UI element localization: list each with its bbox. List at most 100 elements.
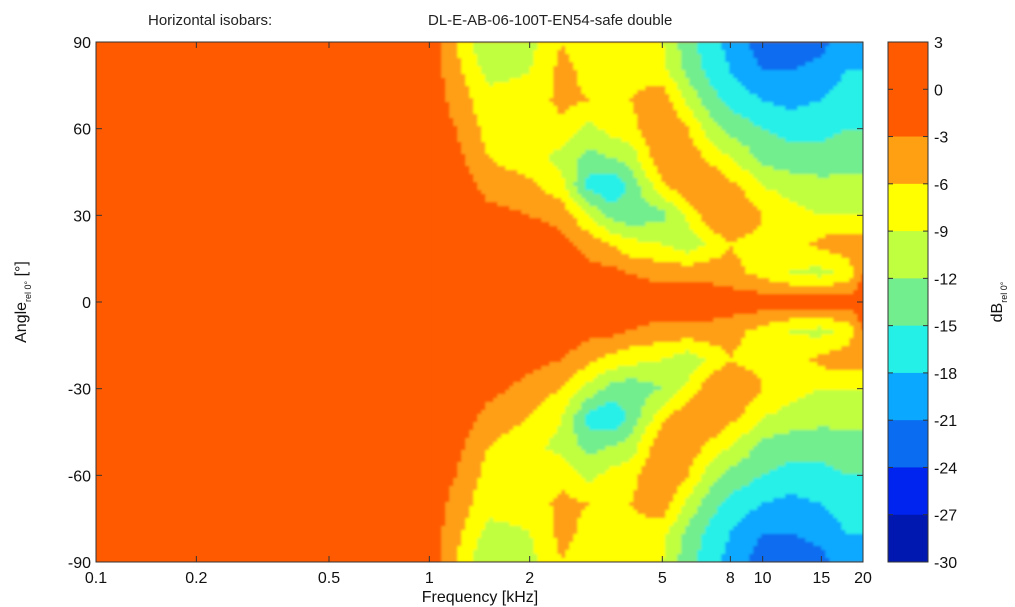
heat-cell <box>821 74 826 79</box>
heat-cell <box>509 202 514 207</box>
heat-cell <box>493 174 498 179</box>
heat-cell <box>857 194 862 199</box>
heat-cell <box>725 186 730 191</box>
heat-cell <box>701 94 706 99</box>
heat-cell <box>853 158 858 163</box>
heat-cell <box>525 170 530 175</box>
heat-cell <box>737 210 742 215</box>
heat-cell <box>489 206 494 211</box>
heat-cell <box>477 170 482 175</box>
heat-cell <box>685 126 690 131</box>
heat-cell <box>749 122 754 127</box>
heat-cell <box>481 142 486 147</box>
heat-cell <box>557 162 562 167</box>
heat-cell <box>673 110 678 115</box>
heat-cell <box>773 218 778 223</box>
heat-cell <box>457 162 462 167</box>
heat-cell <box>681 106 686 111</box>
heat-cell <box>477 46 482 51</box>
heat-cell <box>737 118 742 123</box>
heat-cell <box>605 198 610 203</box>
heat-cell <box>721 66 726 71</box>
heat-cell <box>749 46 754 51</box>
heat-cell <box>765 186 770 191</box>
heat-cell <box>453 82 458 87</box>
heat-cell <box>697 114 702 119</box>
heat-cell <box>717 62 722 67</box>
heat-cell <box>781 190 786 195</box>
heat-cell <box>769 66 774 71</box>
heat-cell <box>813 206 818 211</box>
heat-cell <box>697 142 702 147</box>
heat-cell <box>493 118 498 123</box>
heat-cell <box>765 202 770 207</box>
heat-cell <box>785 186 790 191</box>
heat-cell <box>689 42 694 47</box>
heat-cell <box>493 194 498 199</box>
heat-cell <box>517 90 522 95</box>
heat-cell <box>569 142 574 147</box>
heat-cell <box>741 162 746 167</box>
heat-cell <box>509 158 514 163</box>
heat-cell <box>429 182 434 187</box>
heat-cell <box>689 130 694 135</box>
heat-cell <box>441 102 446 107</box>
heat-cell <box>429 70 434 75</box>
heat-cell <box>433 122 438 127</box>
heat-cell <box>857 202 862 207</box>
heat-cell <box>773 50 778 55</box>
heat-cell <box>701 110 706 115</box>
heat-cell <box>529 178 534 183</box>
heat-cell <box>773 166 778 171</box>
heat-cell <box>845 202 850 207</box>
heat-cell <box>809 126 814 131</box>
heat-cell <box>485 218 490 223</box>
heat-cell <box>649 138 654 143</box>
heat-cell <box>517 134 522 139</box>
chart-title-left: Horizontal isobars: <box>148 12 272 29</box>
heat-cell <box>681 54 686 59</box>
heat-cell <box>637 114 642 119</box>
heat-cell <box>509 54 514 59</box>
heat-cell <box>661 218 666 223</box>
heat-cell <box>765 146 770 151</box>
heat-cell <box>721 206 726 211</box>
heat-cell <box>665 162 670 167</box>
heat-cell <box>657 94 662 99</box>
heat-cell <box>621 46 626 51</box>
heat-cell <box>541 166 546 171</box>
heat-cell <box>765 46 770 51</box>
heat-cell <box>437 182 442 187</box>
heat-cell <box>549 142 554 147</box>
heat-cell <box>825 166 830 171</box>
heat-cell <box>701 82 706 87</box>
heat-cell <box>617 214 622 219</box>
heat-cell <box>485 114 490 119</box>
heat-cell <box>757 114 762 119</box>
heat-cell <box>449 154 454 159</box>
heat-cell <box>861 138 863 143</box>
heat-cell <box>665 106 670 111</box>
heat-cell <box>673 186 678 191</box>
heat-cell <box>805 70 810 75</box>
heat-cell <box>437 198 442 203</box>
heat-cell <box>489 106 494 111</box>
heat-cell <box>813 118 818 123</box>
heat-cell <box>781 134 786 139</box>
heat-cell <box>729 98 734 103</box>
heat-cell <box>525 54 530 59</box>
heat-cell <box>433 206 438 211</box>
heat-cell <box>565 46 570 51</box>
heat-cell <box>581 158 586 163</box>
heat-cell <box>605 122 610 127</box>
heat-cell <box>849 50 854 55</box>
heat-cell <box>697 186 702 191</box>
heat-cell <box>533 166 538 171</box>
heat-cell <box>809 210 814 215</box>
heat-cell <box>485 210 490 215</box>
heat-cell <box>833 190 838 195</box>
heat-cell <box>585 162 590 167</box>
heat-cell <box>441 86 446 91</box>
heat-cell <box>641 130 646 135</box>
heat-cell <box>693 202 698 207</box>
